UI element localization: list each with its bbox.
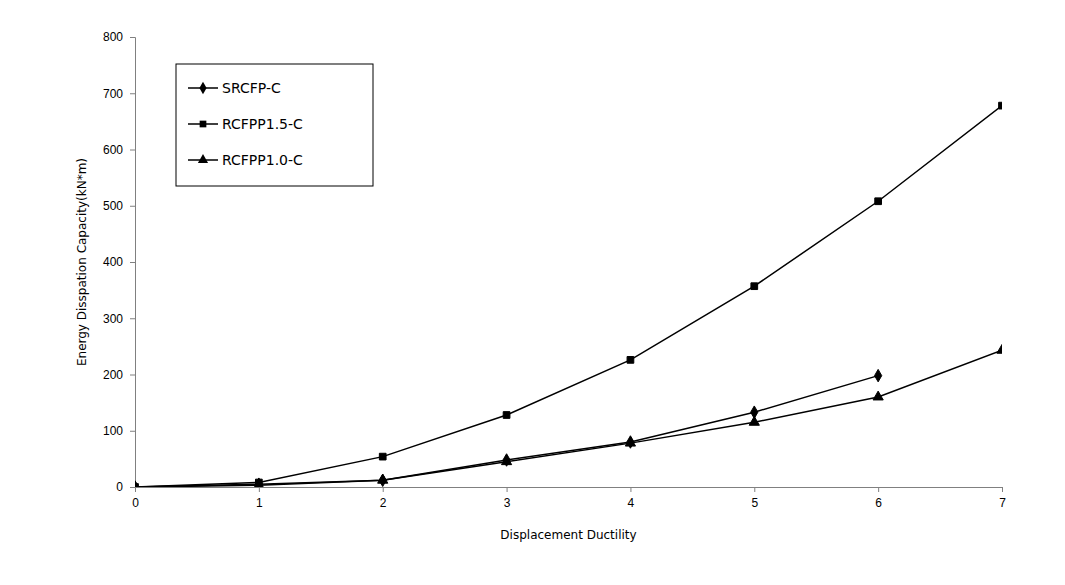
x-tick-mark	[1002, 487, 1003, 492]
x-axis-title: Displacement Ductility	[500, 528, 636, 542]
y-tick-mark	[130, 150, 135, 151]
y-tick-mark	[130, 487, 135, 488]
x-tick-label: 2	[380, 496, 387, 510]
series-marker	[875, 198, 882, 205]
x-tick: 1	[256, 487, 263, 510]
legend: SRCFP-C RCFPP1.5-C RCFPP1.0-C	[176, 64, 373, 186]
y-tick-label: 300	[103, 312, 123, 326]
y-tick: 700	[103, 87, 135, 101]
y-tick-label: 500	[103, 199, 123, 213]
y-tick-label: 800	[103, 30, 123, 44]
y-axis-title: Energy Disspation Capacity(kN*m)	[75, 158, 89, 366]
series-marker	[627, 357, 634, 364]
x-tick-label: 7	[999, 496, 1006, 510]
x-tick: 3	[504, 487, 511, 510]
series-marker	[875, 369, 882, 381]
y-tick: 300	[103, 312, 135, 326]
y-tick-mark	[130, 262, 135, 263]
x-tick-mark	[259, 487, 260, 492]
x-tick-mark	[507, 487, 508, 492]
x-tick-mark	[754, 487, 755, 492]
y-tick-mark	[130, 375, 135, 376]
legend-marker	[198, 154, 208, 163]
x-tick: 2	[380, 487, 387, 510]
series-marker	[378, 474, 388, 483]
legend-label: SRCFP-C	[222, 80, 281, 96]
x-tick-label: 3	[504, 496, 511, 510]
x-tick: 4	[628, 487, 635, 510]
legend-marker	[200, 121, 207, 128]
series-line	[135, 376, 878, 487]
y-tick-label: 400	[103, 255, 123, 269]
series-marker	[501, 456, 511, 465]
data-layer	[135, 102, 1002, 487]
legend-item: RCFPP1.5-C	[188, 116, 303, 132]
series-marker	[873, 391, 883, 400]
legend-label: RCFPP1.0-C	[222, 152, 303, 168]
x-axis-line	[136, 488, 1003, 493]
series-marker	[135, 481, 140, 487]
y-tick: 200	[103, 368, 135, 382]
x-tick: 5	[751, 487, 758, 510]
y-tick: 800	[103, 30, 135, 44]
series-marker	[625, 437, 635, 446]
y-tick: 100	[103, 424, 135, 438]
y-tick-label: 200	[103, 368, 123, 382]
y-tick-label: 100	[103, 424, 123, 438]
y-tick-mark	[130, 318, 135, 319]
series-line	[135, 350, 1002, 487]
x-tick: 0	[132, 487, 139, 510]
y-tick-label: 600	[103, 143, 123, 157]
y-tick: 500	[103, 199, 135, 213]
series-marker	[503, 412, 510, 419]
y-tick-mark	[130, 37, 135, 38]
x-tick-label: 1	[256, 496, 263, 510]
plot: 0 1 2 3 4 5 6 7 0 100 200 300 400 500 600 700 800 SRCFP-C…	[103, 30, 1007, 509]
y-tick: 400	[103, 255, 135, 269]
y-axis-line	[130, 38, 136, 488]
legend-box	[176, 64, 373, 186]
y-tick-mark	[130, 431, 135, 432]
x-tick-mark	[630, 487, 631, 492]
x-tick-mark	[878, 487, 879, 492]
chart: 0 1 2 3 4 5 6 7 0 100 200 300 400 500 600 700 800 SRCFP-C…	[0, 0, 1065, 585]
legend-item: SRCFP-C	[188, 80, 281, 96]
legend-item: RCFPP1.0-C	[188, 152, 303, 168]
y-tick-mark	[130, 206, 135, 207]
y-tick-label: 700	[103, 87, 123, 101]
y-tick-mark	[130, 93, 135, 94]
x-tick-label: 5	[751, 496, 758, 510]
y-tick: 0	[116, 480, 135, 494]
series-marker	[749, 416, 759, 425]
x-tick-label: 4	[628, 496, 635, 510]
y-tick-label: 0	[116, 480, 123, 494]
series-marker	[254, 479, 264, 487]
x-tick: 6	[875, 487, 882, 510]
x-tick-label: 6	[875, 496, 882, 510]
legend-label: RCFPP1.5-C	[222, 116, 303, 132]
x-axis: 0 1 2 3 4 5 6 7	[132, 487, 1006, 510]
legend-marker	[199, 82, 206, 94]
x-tick-label: 0	[132, 496, 139, 510]
y-tick: 600	[103, 143, 135, 157]
y-axis: 0 100 200 300 400 500 600 700 800	[103, 30, 136, 494]
series-marker	[999, 102, 1002, 109]
x-tick-mark	[383, 487, 384, 492]
series-marker	[379, 453, 386, 460]
series-marker	[997, 344, 1002, 353]
x-tick: 7	[999, 487, 1006, 510]
series-marker	[751, 283, 758, 290]
series-line	[135, 106, 1002, 487]
